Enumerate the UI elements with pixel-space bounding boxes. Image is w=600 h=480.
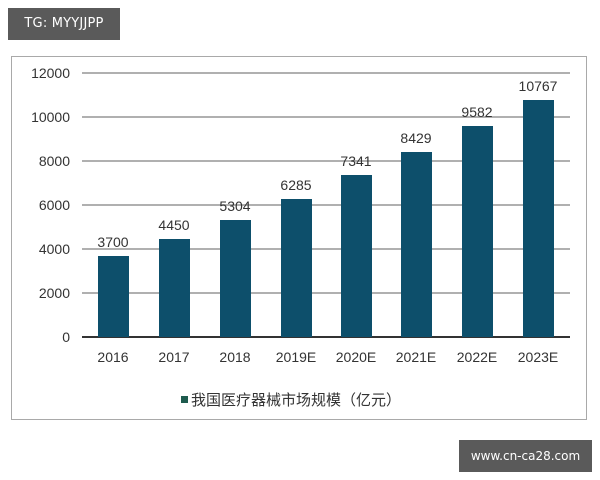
bar-value-label: 10767: [518, 78, 558, 95]
y-axis-tick-label: 8000: [38, 153, 70, 169]
bar-2021E: [400, 151, 432, 337]
y-axis-tick-label: 6000: [38, 197, 70, 213]
gridline: [82, 292, 570, 294]
bar-2017: [158, 239, 190, 337]
bar-value-label: 3700: [97, 233, 129, 250]
watermark-top-label: TG: MYYJJPP: [8, 8, 120, 40]
bar-2020E: [340, 175, 372, 337]
bar-value-label: 8429: [400, 129, 432, 146]
bar-value-label: 7341: [340, 153, 372, 170]
y-axis-tick-label: 4000: [38, 241, 70, 257]
legend-swatch-icon: [181, 396, 188, 403]
bar-2019E: [280, 198, 312, 337]
x-axis-tick-label: 2021E: [395, 349, 437, 365]
gridline: [82, 72, 570, 74]
x-axis-tick-label: 2019E: [275, 349, 317, 365]
gridline: [82, 204, 570, 206]
bar-2022E: [461, 126, 493, 337]
bar-value-label: 4450: [158, 217, 190, 234]
bar-2018: [219, 220, 251, 337]
x-axis-tick-label: 2017: [158, 349, 190, 365]
x-axis-line: [82, 336, 570, 338]
bar-2016: [97, 255, 129, 337]
y-axis-tick-label: 2000: [38, 285, 70, 301]
bar-value-label: 9582: [461, 104, 493, 121]
y-axis-tick-label: 12000: [31, 65, 70, 81]
chart-legend: 我国医疗器械市场规模（亿元）: [181, 389, 401, 410]
bar-value-label: 6285: [280, 176, 312, 193]
bar-2023E: [522, 100, 554, 337]
bar-value-label: 5304: [219, 198, 251, 215]
legend-label: 我国医疗器械市场规模（亿元）: [191, 391, 402, 409]
gridline: [82, 116, 570, 118]
gridline: [82, 160, 570, 162]
x-axis-tick-label: 2022E: [456, 349, 498, 365]
y-axis-tick-label: 0: [62, 329, 70, 345]
x-axis-tick-label: 2016: [97, 349, 129, 365]
x-axis-tick-label: 2018: [219, 349, 251, 365]
watermark-bottom-url: www.cn-ca28.com: [459, 440, 592, 472]
x-axis-tick-label: 2023E: [517, 349, 559, 365]
gridline: [82, 248, 570, 250]
y-axis-tick-label: 10000: [31, 109, 70, 125]
x-axis-tick-label: 2020E: [335, 349, 377, 365]
